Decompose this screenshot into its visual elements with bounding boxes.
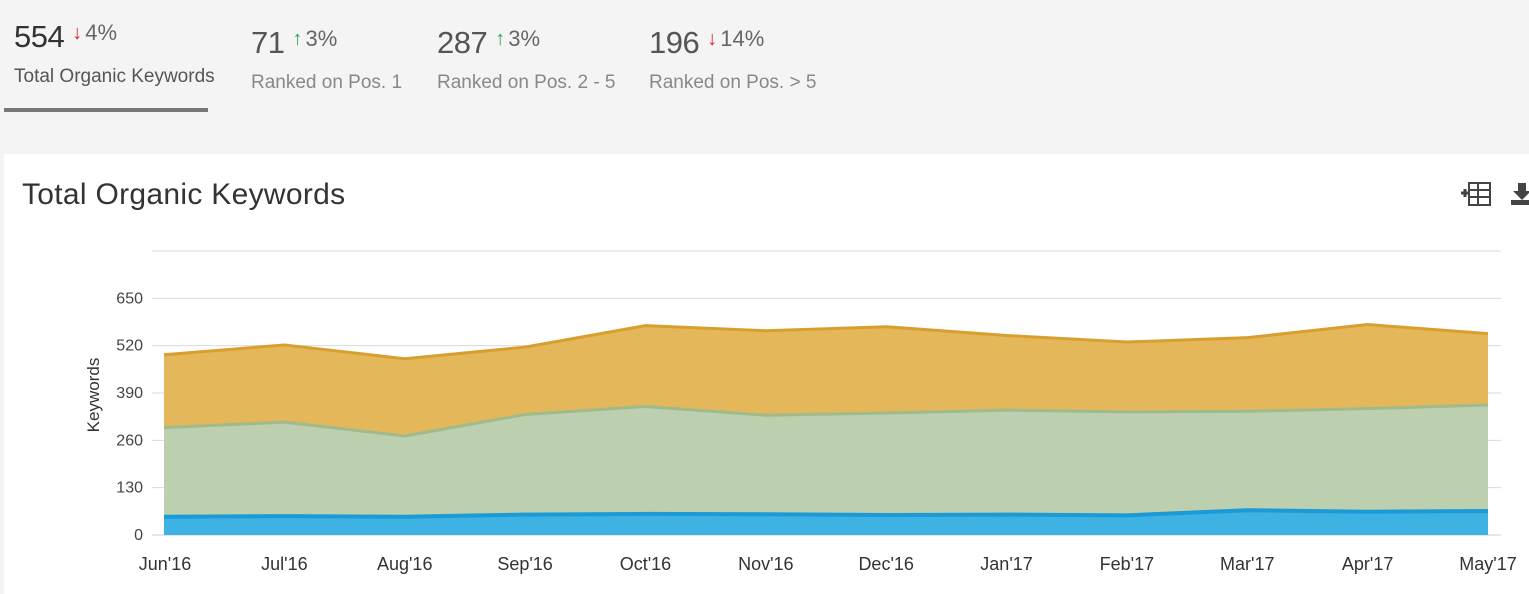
stat-total-keywords[interactable]: 554 ↓ 4% Total Organic Keywords (14, 20, 215, 88)
stat-delta-text: 3% (508, 26, 541, 51)
y-tick-label: 260 (116, 432, 143, 449)
area-series-pos-gt-5-line (163, 323, 1489, 361)
x-tick-label: Aug'16 (377, 554, 433, 574)
stat-delta-text: 3% (305, 26, 338, 51)
stat-value: 71 (251, 25, 285, 60)
stat-ranked-pos-gt-5[interactable]: 196 ↓ 14% Ranked on Pos. > 5 (649, 26, 816, 94)
stacked-area-chart: 0 130 260 390 520 650 Jun'16 Jul'16 Aug'16 Sep'1… (84, 250, 1517, 574)
area-series-pos-2-5-line (163, 403, 1489, 438)
card-title: Total Organic Keywords (22, 178, 346, 211)
stat-ranked-pos-2-5[interactable]: 287 ↑ 3% Ranked on Pos. 2 - 5 (437, 26, 616, 94)
stat-label: Ranked on Pos. 2 - 5 (437, 72, 616, 93)
y-axis-ticks: 0 130 260 390 520 650 (116, 290, 143, 544)
x-axis-ticks: Jun'16 Jul'16 Aug'16 Sep'16 Oct'16 Nov'16 Dec'… (139, 554, 1517, 574)
x-tick-label: Feb'17 (1100, 554, 1154, 574)
stat-label: Ranked on Pos. 1 (251, 72, 403, 93)
stat-delta: ↓ 14% (707, 26, 764, 52)
stat-delta: ↑ 3% (495, 26, 540, 52)
stat-value: 554 (14, 19, 65, 54)
x-tick-label: Jan'17 (980, 554, 1032, 574)
area-series-pos-2-5 (164, 405, 1488, 517)
arrow-up-icon: ↑ (292, 28, 303, 50)
active-tab-indicator (4, 108, 208, 112)
y-tick-label: 650 (116, 290, 143, 307)
stat-label: Total Organic Keywords (14, 66, 215, 87)
x-tick-label: May'17 (1459, 554, 1516, 574)
y-tick-label: 520 (116, 338, 143, 355)
download-icon[interactable] (1508, 180, 1529, 208)
stat-delta-text: 4% (85, 20, 118, 45)
arrow-down-icon: ↓ (72, 22, 83, 44)
x-tick-label: Oct'16 (620, 554, 671, 574)
x-tick-label: Jun'16 (139, 554, 191, 574)
stat-label: Ranked on Pos. > 5 (649, 72, 817, 93)
x-tick-label: Sep'16 (497, 554, 553, 574)
stat-ranked-pos-1[interactable]: 71 ↑ 3% Ranked on Pos. 1 (251, 26, 402, 94)
y-tick-label: 0 (134, 527, 143, 544)
stat-delta-text: 14% (720, 26, 765, 51)
add-table-icon[interactable] (1460, 180, 1492, 208)
x-tick-label: Jul'16 (261, 554, 307, 574)
x-tick-label: Mar'17 (1220, 554, 1274, 574)
stat-delta: ↑ 3% (292, 26, 337, 52)
x-tick-label: Apr'17 (1342, 554, 1393, 574)
arrow-down-icon: ↓ (707, 28, 718, 50)
arrow-up-icon: ↑ (495, 28, 506, 50)
stat-value: 196 (649, 25, 700, 60)
y-axis-title: Keywords (84, 358, 103, 433)
stat-delta: ↓ 4% (72, 20, 117, 46)
x-tick-label: Nov'16 (738, 554, 793, 574)
add-table-icon-svg (1461, 182, 1491, 206)
download-icon-svg (1511, 183, 1529, 205)
area-series-pos-gt-5 (164, 324, 1488, 436)
stats-bar: 554 ↓ 4% Total Organic Keywords 71 ↑ 3% … (0, 0, 1529, 140)
area-series-pos-1-line (163, 508, 1489, 519)
x-tick-label: Dec'16 (858, 554, 913, 574)
y-tick-label: 130 (116, 480, 143, 497)
y-tick-label: 390 (116, 385, 143, 402)
series-lines (163, 323, 1489, 519)
stat-value: 287 (437, 25, 488, 60)
